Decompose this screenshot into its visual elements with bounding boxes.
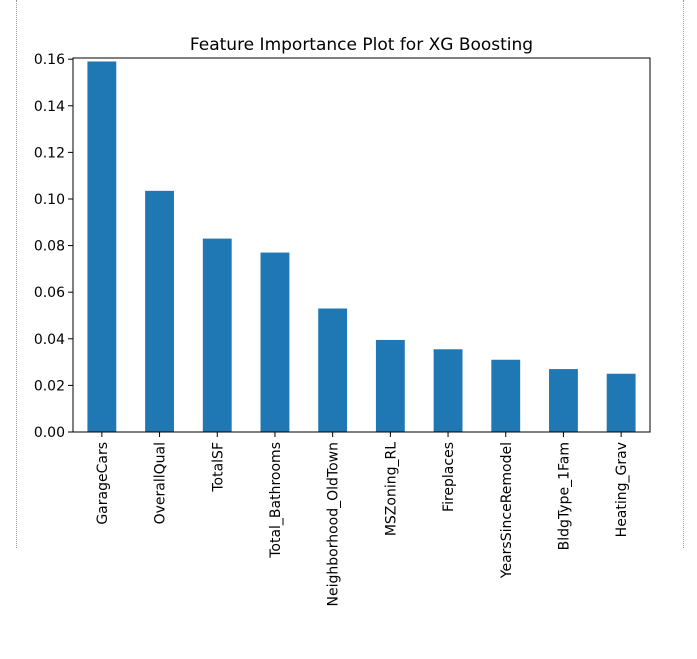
x-tick-label: Total_Bathrooms [268, 442, 284, 559]
y-tick-label: 0.12 [34, 145, 65, 161]
x-tick-label: Neighborhood_OldTown [326, 442, 342, 606]
x-tick-label: OverallQual [153, 442, 169, 524]
y-tick-label: 0.16 [34, 52, 65, 68]
y-tick-label: 0.14 [34, 99, 65, 115]
x-tick-label: GarageCars [95, 442, 111, 525]
x-tick-label: YearsSinceRemodel [499, 442, 515, 579]
chart-title: Feature Importance Plot for XG Boosting [190, 35, 533, 55]
x-tick-label: Heating_Grav [614, 442, 630, 537]
x-tick-label: BldgType_1Fam [556, 442, 572, 550]
bar-bldgtype-1fam [549, 369, 578, 432]
bar-heating-grav [606, 373, 636, 432]
plot-frame [72, 57, 651, 433]
y-tick-label: 0.02 [34, 378, 65, 394]
bar-garagecars [87, 61, 117, 432]
y-tick-label: 0.00 [34, 425, 65, 441]
x-tick-label: MSZoning_RL [383, 442, 399, 536]
bar-mszoning-rl [375, 339, 405, 432]
x-tick-label: Fireplaces [441, 442, 457, 512]
bar-neighborhood-oldtown [318, 308, 348, 432]
y-axis: 0.00 0.02 0.04 0.06 0.08 0.10 0.12 0.14 0.16 [34, 52, 73, 441]
bar-fireplaces [433, 349, 463, 432]
y-tick-label: 0.10 [34, 192, 65, 208]
y-tick-label: 0.04 [34, 332, 65, 348]
bars [87, 61, 636, 432]
bar-totalsf [202, 238, 232, 432]
x-axis: GarageCars OverallQual TotalSF Total_Bathro… [95, 432, 630, 606]
bar-yearssinceremodel [491, 359, 521, 432]
bar-total-bathrooms [260, 252, 290, 432]
y-tick-label: 0.08 [34, 239, 65, 255]
x-tick-label: TotalSF [210, 442, 226, 493]
bar-overallqual [145, 190, 174, 432]
cell-border-right [683, 0, 684, 548]
cell-border-left [16, 0, 17, 548]
y-tick-label: 0.06 [34, 285, 65, 301]
